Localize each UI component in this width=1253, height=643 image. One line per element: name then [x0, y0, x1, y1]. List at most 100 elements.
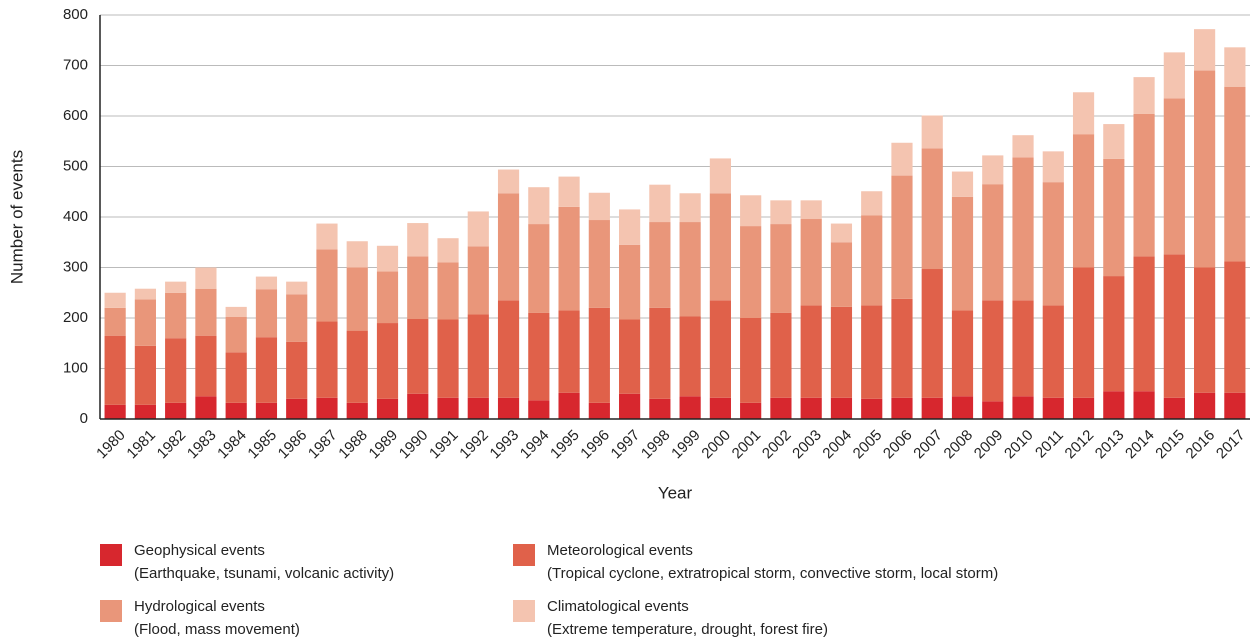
bar-segment: [709, 300, 731, 398]
x-tick-label: 2009: [971, 427, 1007, 463]
bar-segment: [316, 223, 338, 250]
bar-segment: [255, 337, 278, 403]
bar-segment: [195, 288, 217, 336]
bar-segment: [921, 148, 943, 270]
legend-description: (Earthquake, tsunami, volcanic activity): [134, 565, 394, 582]
bar-segment: [376, 323, 399, 399]
bar-segment: [709, 158, 731, 194]
bar-segment: [225, 352, 247, 403]
bar-segment: [921, 115, 943, 149]
y-tick-label: 300: [63, 258, 88, 275]
legend-description: (Tropical cyclone, extratropical storm, …: [547, 565, 998, 582]
bar-segment: [1163, 98, 1185, 255]
bar-segment: [497, 300, 520, 398]
x-tick-label: 1986: [275, 427, 311, 463]
bar-segment: [861, 398, 883, 419]
bar-segment: [770, 312, 792, 398]
bar-segment: [437, 319, 459, 398]
bar-segment: [951, 310, 974, 397]
x-tick-label: 2012: [1062, 427, 1098, 463]
bar-segment: [286, 341, 308, 399]
bar-segment: [558, 310, 580, 393]
bar-segment: [709, 193, 731, 301]
y-tick-label: 800: [63, 6, 88, 23]
bar-segment: [861, 191, 883, 216]
bar-segment: [891, 142, 913, 176]
bar-segment: [316, 249, 338, 322]
bar-segment: [1163, 254, 1185, 398]
x-tick-label: 1989: [366, 427, 402, 463]
bar-segment: [891, 397, 913, 419]
bar-segment: [225, 316, 247, 353]
x-tick-label: 1999: [668, 427, 704, 463]
x-tick-label: 1983: [184, 427, 220, 463]
bar-segment: [800, 397, 822, 419]
bar-segment: [830, 397, 853, 419]
bar-segment: [497, 193, 520, 301]
bar-segment: [165, 338, 187, 403]
bar-segment: [770, 397, 792, 419]
legend-label: Climatological events: [547, 598, 689, 615]
legend-description: (Extreme temperature, drought, forest fi…: [547, 621, 828, 638]
bar-segment: [649, 184, 671, 223]
bar-segment: [528, 312, 550, 401]
bar-segment: [800, 200, 822, 220]
bar-segment: [1224, 86, 1246, 262]
bar-segment: [407, 256, 429, 320]
bar-segment: [1072, 134, 1095, 268]
bar-segment: [891, 298, 913, 398]
bar-segment: [1103, 124, 1125, 159]
bar-segment: [195, 267, 217, 289]
bar-segment: [891, 175, 913, 299]
x-tick-label: 2008: [941, 427, 977, 463]
x-tick-label: 2000: [698, 427, 734, 463]
bar-segment: [921, 397, 943, 419]
x-tick-label: 2006: [880, 427, 916, 463]
bar-segment: [740, 318, 762, 403]
bar-segment: [740, 226, 762, 318]
legend-label: Meteorological events: [547, 542, 693, 559]
y-tick-label: 500: [63, 157, 88, 174]
bar-segment: [1133, 391, 1155, 419]
bar-segment: [346, 241, 368, 268]
x-tick-label: 1997: [608, 427, 644, 463]
bar-segment: [982, 401, 1004, 419]
bar-segment: [195, 396, 217, 419]
x-tick-label: 2007: [910, 427, 946, 463]
bar-segment: [982, 300, 1004, 402]
x-tick-label: 1985: [244, 427, 280, 463]
bar-segment: [376, 245, 399, 272]
bar-segment: [104, 292, 126, 308]
legend-swatch: [513, 600, 535, 622]
bar-segment: [165, 402, 187, 419]
bar-segment: [649, 222, 671, 308]
bar-segment: [255, 402, 278, 419]
bar-segment: [1042, 305, 1064, 398]
legend-swatch: [513, 544, 535, 566]
x-tick-label: 1996: [577, 427, 613, 463]
bar-segment: [740, 195, 762, 227]
bar-segment: [679, 193, 701, 223]
bar-segment: [619, 244, 641, 320]
bar-segment: [1224, 47, 1246, 87]
bar-segment: [134, 299, 156, 346]
bar-segment: [1042, 397, 1064, 419]
bar-segment: [528, 187, 550, 225]
x-tick-label: 2014: [1122, 427, 1158, 463]
bar-segment: [951, 396, 974, 419]
bar-segment: [1163, 397, 1185, 419]
bar-segment: [861, 305, 883, 399]
bar-segment: [1194, 392, 1216, 419]
bar-segment: [286, 398, 308, 419]
y-tick-label: 200: [63, 309, 88, 326]
x-tick-label: 1987: [305, 427, 341, 463]
x-tick-label: 2017: [1213, 427, 1249, 463]
x-tick-label: 1988: [335, 427, 371, 463]
legend-label: Hydrological events: [134, 598, 265, 615]
bar-segment: [649, 307, 671, 399]
bar-segment: [195, 335, 217, 397]
bar-segment: [1042, 182, 1064, 306]
x-tick-label: 2013: [1092, 427, 1128, 463]
bar-segment: [437, 238, 459, 263]
x-tick-label: 1982: [154, 427, 190, 463]
